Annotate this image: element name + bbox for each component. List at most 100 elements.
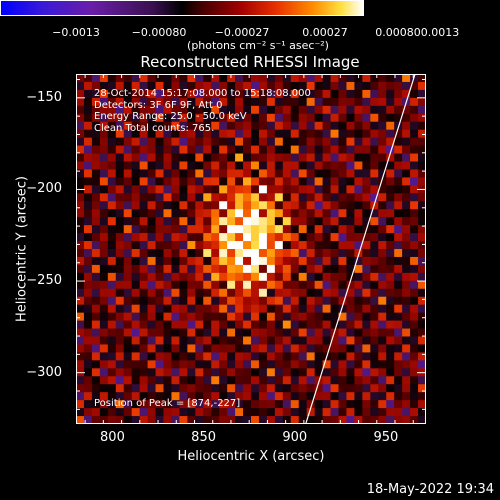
heatmap-cell	[76, 105, 85, 115]
heatmap-cell	[306, 304, 316, 314]
heatmap-cell	[76, 344, 85, 353]
heatmap-cell	[131, 129, 141, 139]
heatmap-cell	[147, 304, 157, 314]
heatmap-cell	[314, 161, 324, 171]
heatmap-cell	[227, 296, 236, 306]
heatmap-cell	[402, 416, 411, 424]
heatmap-cell	[290, 400, 300, 409]
heatmap-cell	[195, 280, 204, 290]
heatmap-cell	[298, 368, 308, 377]
heatmap-cell	[274, 89, 284, 99]
heatmap-cell	[91, 74, 101, 83]
heatmap-cell	[410, 153, 419, 163]
heatmap-cell	[99, 336, 109, 346]
heatmap-cell	[370, 201, 379, 210]
heatmap-cell	[306, 392, 316, 401]
heatmap-cell	[203, 169, 212, 178]
heatmap-cell	[338, 249, 348, 258]
heatmap-cell	[187, 368, 196, 377]
heatmap-cell	[243, 272, 252, 282]
heatmap-cell	[235, 81, 244, 91]
heatmap-cell	[362, 256, 371, 266]
heatmap-cell	[282, 225, 292, 234]
heatmap-cell	[147, 368, 157, 377]
heatmap-cell	[203, 137, 212, 147]
heatmap-cell	[378, 392, 387, 401]
heatmap-cell	[83, 169, 93, 178]
heatmap-cell	[171, 129, 180, 139]
heatmap-cell	[243, 336, 252, 346]
heatmap-cell	[346, 336, 355, 346]
heatmap-cell	[298, 304, 308, 314]
heatmap-cell	[163, 264, 173, 274]
heatmap-cell	[107, 97, 117, 107]
heatmap-cell	[266, 376, 276, 385]
heatmap-cell	[219, 376, 228, 385]
heatmap-cell	[219, 241, 228, 250]
y-tick-label: −250	[26, 273, 62, 289]
heatmap-cell	[83, 304, 93, 314]
heatmap-cell	[235, 113, 244, 123]
heatmap-cell	[402, 121, 411, 131]
heatmap-cell	[274, 376, 284, 385]
heatmap-cell	[322, 105, 332, 115]
heatmap-cell	[171, 360, 180, 369]
heatmap-cell	[274, 352, 284, 361]
heatmap-cell	[91, 296, 101, 306]
heatmap-cell	[171, 384, 180, 393]
heatmap-cell	[266, 225, 276, 234]
heatmap-cell	[131, 97, 141, 107]
heatmap-cell	[187, 336, 196, 346]
heatmap-cell	[386, 280, 395, 290]
heatmap-cell	[91, 304, 101, 314]
heatmap-cell	[107, 400, 117, 409]
heatmap-cell	[298, 185, 308, 194]
heatmap-cell	[338, 360, 348, 369]
heatmap-cell	[243, 129, 252, 139]
heatmap-cell	[418, 121, 426, 131]
heatmap-cell	[147, 256, 157, 266]
heatmap-cell	[362, 360, 371, 369]
heatmap-cell	[274, 256, 284, 266]
heatmap-cell	[258, 272, 268, 282]
heatmap-cell	[338, 256, 348, 266]
heatmap-cell	[370, 105, 379, 115]
heatmap-cell	[306, 137, 316, 147]
heatmap-cell	[211, 89, 220, 99]
heatmap-cell	[346, 328, 355, 338]
heatmap-cell	[131, 336, 141, 346]
heatmap-cell	[83, 209, 93, 218]
heatmap-cell	[362, 384, 371, 393]
heatmap-cell	[258, 161, 268, 171]
heatmap-cell	[235, 201, 244, 210]
heatmap-cell	[227, 408, 236, 417]
heatmap-cell	[243, 264, 252, 274]
heatmap-cell	[402, 81, 411, 91]
heatmap-cell	[266, 264, 276, 274]
heatmap-cell	[314, 400, 324, 409]
heatmap-cell	[219, 296, 228, 306]
heatmap-cell	[306, 121, 316, 131]
heatmap-cell	[243, 177, 252, 186]
heatmap-cell	[219, 264, 228, 274]
heatmap-cell	[123, 137, 133, 147]
heatmap-cell	[330, 249, 340, 258]
heatmap-cell	[322, 416, 332, 424]
heatmap-cell	[251, 129, 260, 139]
heatmap-cell	[131, 296, 141, 306]
heatmap-cell	[243, 153, 252, 163]
heatmap-cell	[394, 217, 403, 226]
heatmap-cell	[354, 185, 363, 194]
heatmap-cell	[179, 392, 188, 401]
heatmap-cell	[322, 241, 332, 250]
heatmap-cell	[203, 360, 212, 369]
heatmap-cell	[251, 280, 260, 290]
heatmap-cell	[370, 137, 379, 147]
heatmap-cell	[163, 360, 173, 369]
heatmap-cell	[235, 145, 244, 155]
heatmap-cell	[211, 74, 220, 83]
heatmap-cell	[330, 296, 340, 306]
heatmap-cell	[418, 201, 426, 210]
heatmap-cell	[139, 129, 149, 139]
heatmap-cell	[410, 352, 419, 361]
